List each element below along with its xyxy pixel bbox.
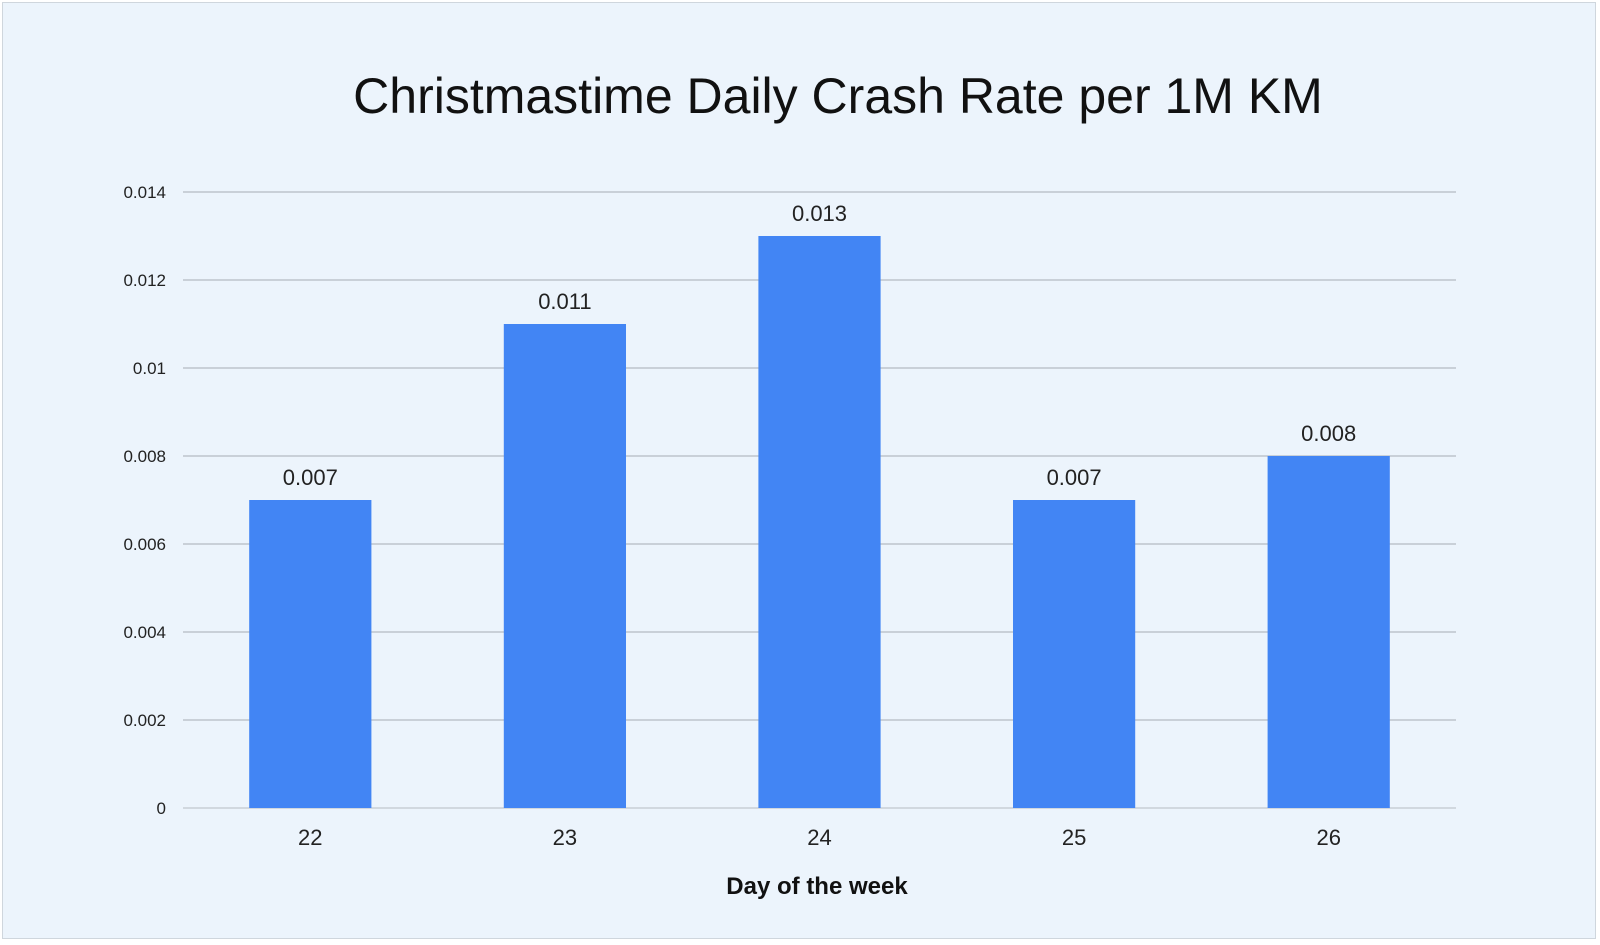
data-label-26: 0.008 (1301, 421, 1356, 446)
y-tick-label: 0.012 (123, 271, 166, 290)
y-tick-label: 0.008 (123, 447, 166, 466)
x-tick-label-26: 26 (1316, 825, 1340, 850)
x-tick-label-22: 22 (298, 825, 322, 850)
y-tick-label: 0.006 (123, 535, 166, 554)
y-tick-label: 0.004 (123, 623, 166, 642)
data-label-22: 0.007 (283, 465, 338, 490)
data-label-24: 0.013 (792, 201, 847, 226)
bars (249, 236, 1390, 808)
y-tick-label: 0.002 (123, 711, 166, 730)
x-axis-title: Day of the week (726, 873, 908, 900)
x-axis-tick-labels: 22 23 24 25 26 (298, 825, 1341, 850)
x-tick-label-23: 23 (553, 825, 577, 850)
y-tick-label: 0.014 (123, 183, 166, 202)
x-tick-label-25: 25 (1062, 825, 1086, 850)
y-tick-label: 0.01 (133, 359, 166, 378)
y-tick-label: 0 (157, 799, 166, 818)
bar-23 (503, 324, 627, 808)
data-label-25: 0.007 (1047, 465, 1102, 490)
bar-25 (1012, 500, 1136, 808)
bar-22 (249, 500, 372, 808)
data-label-23: 0.011 (538, 289, 591, 314)
x-tick-label-24: 24 (807, 825, 831, 850)
y-axis-tick-labels: 0 0.002 0.004 0.006 0.008 0.01 0.012 0.014 (123, 183, 166, 818)
bar-24 (758, 236, 881, 808)
chart-title: Christmastime Daily Crash Rate per 1M KM (353, 68, 1323, 124)
data-labels: 0.007 0.011 0.013 0.007 0.008 (283, 201, 1356, 490)
bar-26 (1267, 456, 1390, 808)
bar-chart: Christmastime Daily Crash Rate per 1M KM… (3, 3, 1595, 938)
